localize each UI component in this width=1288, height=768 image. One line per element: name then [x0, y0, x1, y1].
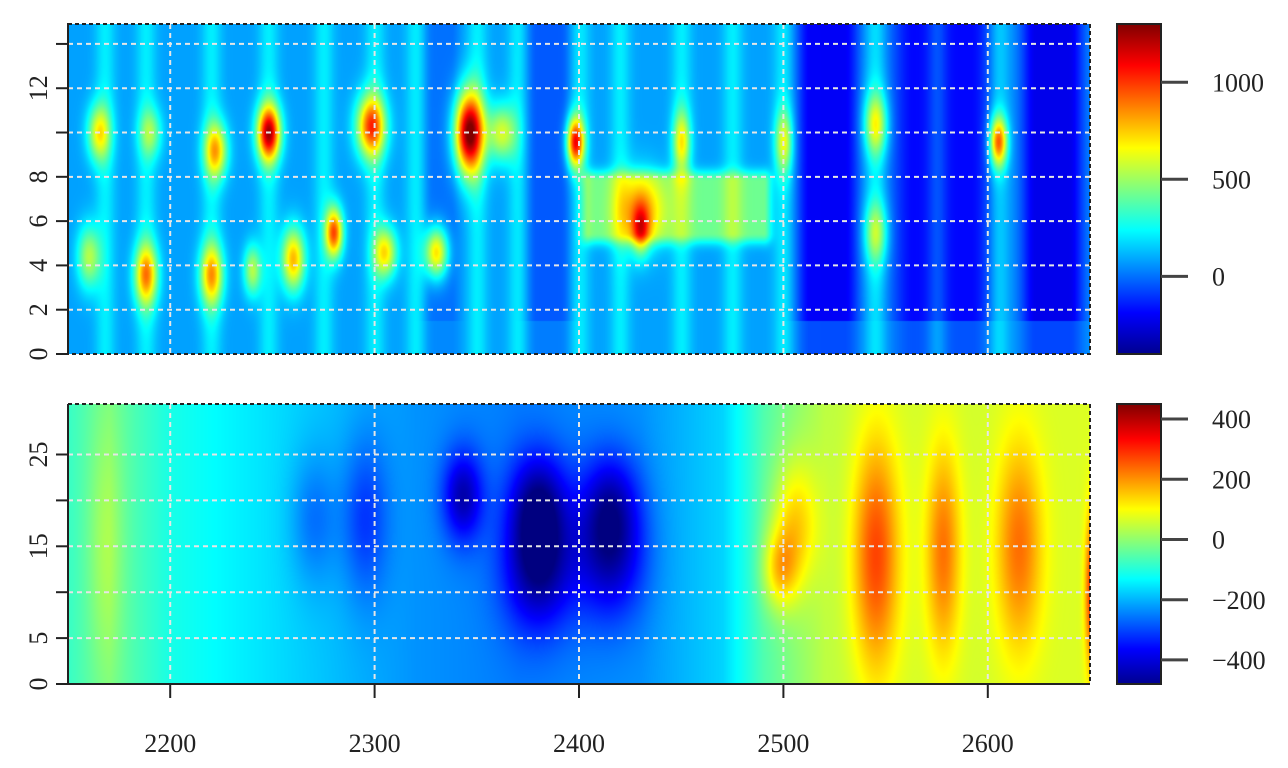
y-tick-label: 8 [24, 170, 53, 183]
bottom-colorbar-scale [1116, 403, 1162, 685]
top-grid [68, 24, 1090, 354]
y-tick-label: 0 [24, 678, 53, 691]
top-heatmap-panel: 0 2 4 6 8 12 [24, 23, 1091, 361]
y-tick-label: 4 [24, 259, 53, 272]
x-axis: 2200 2300 2400 2500 2600 [144, 684, 1014, 758]
y-tick-label: 2 [24, 303, 53, 316]
y-tick-label: 12 [24, 75, 53, 101]
bottom-colorbar: −400 −200 0 200 400 [1116, 403, 1266, 685]
bottom-y-axis: 0 5 15 25 [24, 441, 68, 691]
y-tick-label: 6 [24, 215, 53, 228]
top-y-axis: 0 2 4 6 8 12 [24, 42, 68, 361]
colorbar-tick-label: 0 [1212, 262, 1225, 291]
x-tick-label: 2400 [553, 729, 605, 758]
top-colorbar: 0 500 1000 [1116, 23, 1264, 355]
x-tick-label: 2600 [962, 729, 1014, 758]
y-tick-label: 25 [24, 441, 53, 467]
colorbar-tick-label: 1000 [1212, 68, 1264, 97]
y-tick-label: 0 [24, 348, 53, 361]
colorbar-tick-label: −400 [1212, 646, 1266, 675]
bottom-colorbar-ticks: −400 −200 0 200 400 [1161, 405, 1266, 675]
colorbar-tick-label: −200 [1212, 586, 1266, 615]
colorbar-tick-label: 0 [1212, 526, 1225, 555]
top-plot-frame [67, 23, 1091, 355]
top-colorbar-scale [1116, 23, 1162, 355]
x-tick-label: 2300 [349, 729, 401, 758]
x-tick-label: 2500 [757, 729, 809, 758]
y-tick-label: 5 [24, 632, 53, 645]
x-tick-label: 2200 [144, 729, 196, 758]
bottom-grid [68, 404, 1090, 684]
colorbar-tick-label: 500 [1212, 165, 1251, 194]
colorbar-tick-label: 400 [1212, 405, 1251, 434]
bottom-heatmap-panel: 0 5 15 25 2200 2300 2400 2500 2600 [24, 403, 1091, 758]
top-colorbar-ticks: 0 500 1000 [1161, 68, 1264, 291]
colorbar-tick-label: 200 [1212, 465, 1251, 494]
y-tick-label: 15 [24, 533, 53, 559]
